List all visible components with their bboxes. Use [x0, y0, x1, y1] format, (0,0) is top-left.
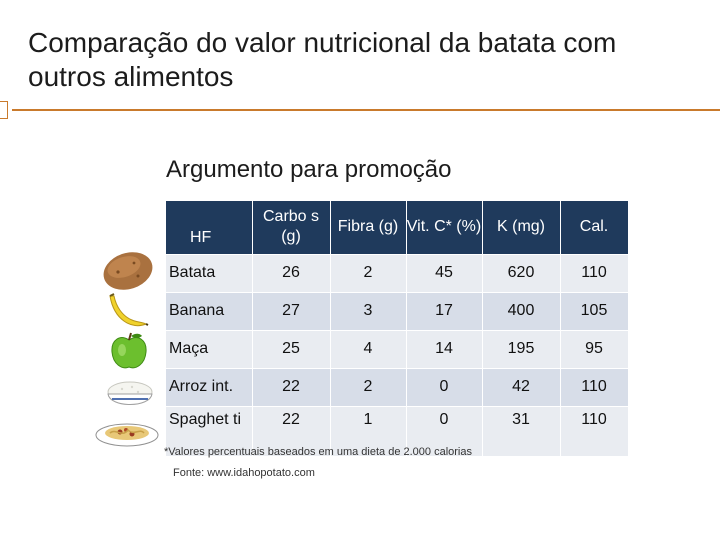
cell-potassium: 42 [482, 367, 561, 406]
header-fiber: Fibra (g) [330, 201, 407, 254]
cell-calories: 105 [560, 291, 629, 330]
table-header-row: HF Carbo s (g) Fibra (g) Vit. C* (%) K (… [166, 201, 629, 254]
cell-potassium: 195 [482, 329, 561, 368]
cell-carbs: 22 [252, 367, 331, 406]
cell-food: Maça [166, 329, 253, 368]
cell-carbs: 25 [252, 329, 331, 368]
cell-vitamin-c: 0 [406, 367, 483, 406]
header-vitamin-c: Vit. C* (%) [406, 201, 483, 254]
cell-vitamin-c: 14 [406, 329, 483, 368]
rice-bowl-icon [107, 381, 153, 405]
table-row: Banana 27 3 17 400 105 [166, 291, 629, 330]
cell-calories: 110 [560, 405, 629, 456]
apple-icon [111, 332, 147, 369]
cell-calories: 110 [560, 367, 629, 406]
cell-fiber: 4 [330, 329, 407, 368]
title-rule-marker [0, 101, 8, 119]
cell-fiber: 2 [330, 253, 407, 292]
source-credit: Fonte: www.idahopotato.com [173, 467, 315, 479]
table-row: Arroz int. 22 2 0 42 110 [166, 367, 629, 406]
header-carbs: Carbo s (g) [252, 201, 331, 254]
table-footnote: *Valores percentuais baseados em uma die… [164, 446, 472, 458]
spaghetti-plate-icon [95, 423, 159, 447]
cell-potassium: 620 [482, 253, 561, 292]
potato-icon [103, 252, 153, 290]
nutrition-table: HF Carbo s (g) Fibra (g) Vit. C* (%) K (… [166, 201, 629, 456]
slide-title: Comparação do valor nutricional da batat… [28, 27, 617, 92]
table-row: Spaghet ti 22 1 0 31 110 [166, 405, 629, 456]
banana-icon [109, 293, 149, 327]
slide-subtitle: Argumento para promoção [166, 156, 452, 183]
header-potassium: K (mg) [482, 201, 561, 254]
table-row: Maça 25 4 14 195 95 [166, 329, 629, 368]
title-rule [12, 109, 720, 111]
cell-food: Arroz int. [166, 367, 253, 406]
header-hf: HF [166, 201, 253, 254]
cell-potassium: 400 [482, 291, 561, 330]
cell-calories: 110 [560, 253, 629, 292]
cell-carbs: 26 [252, 253, 331, 292]
cell-vitamin-c: 45 [406, 253, 483, 292]
cell-carbs: 22 [252, 405, 331, 456]
cell-fiber: 3 [330, 291, 407, 330]
cell-food: Banana [166, 291, 253, 330]
cell-fiber: 2 [330, 367, 407, 406]
cell-potassium: 31 [482, 405, 561, 456]
cell-vitamin-c: 17 [406, 291, 483, 330]
cell-fiber: 1 [330, 405, 407, 456]
cell-food: Spaghet ti [166, 405, 253, 456]
cell-vitamin-c: 0 [406, 405, 483, 456]
header-calories: Cal. [560, 201, 629, 254]
cell-carbs: 27 [252, 291, 331, 330]
cell-calories: 95 [560, 329, 629, 368]
cell-food: Batata [166, 253, 253, 292]
table-row: Batata 26 2 45 620 110 [166, 253, 629, 292]
